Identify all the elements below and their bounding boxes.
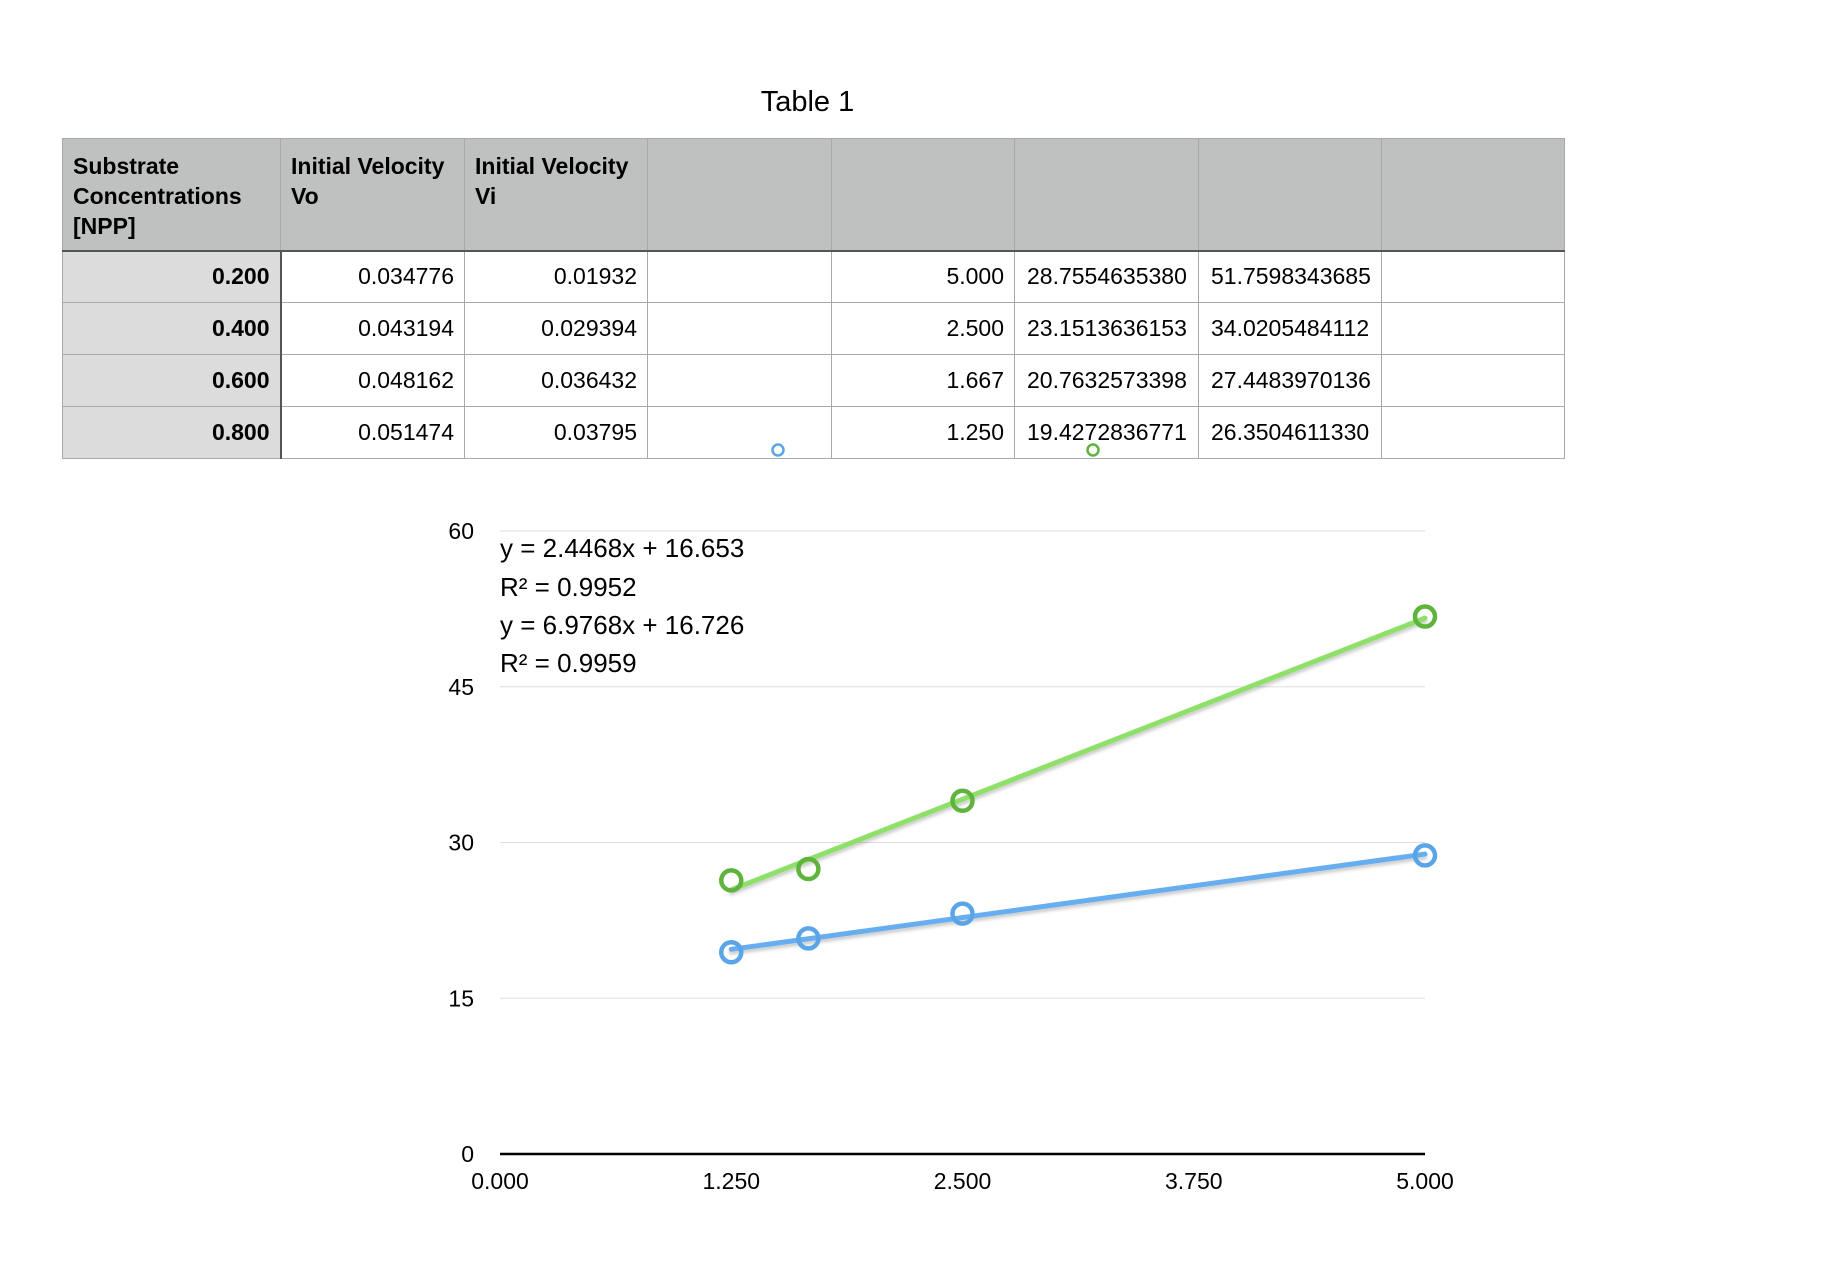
data-table: Substrate Concentrations [NPP] Initial V…: [62, 138, 1565, 459]
table-cell[interactable]: [1381, 302, 1565, 355]
column-header[interactable]: Substrate Concentrations [NPP]: [62, 138, 281, 251]
table-cell[interactable]: 0.051474: [280, 406, 465, 459]
column-header[interactable]: [647, 138, 832, 251]
table-cell[interactable]: [647, 406, 832, 459]
table-cell[interactable]: [1381, 406, 1565, 459]
table-cell[interactable]: 20.7632573398: [1014, 354, 1199, 407]
data-point-series-1: [719, 940, 744, 965]
trendline-equation-1: y = 2.4468x + 16.653: [500, 533, 744, 563]
y-tick-label: 60: [448, 518, 474, 544]
y-tick-label: 15: [448, 985, 474, 1011]
column-header[interactable]: [1198, 138, 1382, 251]
table-header-row: Substrate Concentrations [NPP] Initial V…: [62, 138, 1565, 251]
table-cell[interactable]: [1381, 354, 1565, 407]
table-cell[interactable]: 0.600: [62, 354, 282, 407]
table-cell[interactable]: 0.200: [62, 250, 282, 303]
table-cell[interactable]: 0.048162: [280, 354, 465, 407]
table-cell[interactable]: [647, 250, 832, 303]
y-tick-label: 45: [448, 674, 474, 700]
gridlines: [500, 530, 1425, 999]
legend-marker-series-2: [1086, 443, 1100, 457]
table-cell[interactable]: 0.03795: [464, 406, 648, 459]
legend-marker-series-1: [771, 443, 785, 457]
column-header[interactable]: [831, 138, 1015, 251]
table-cell[interactable]: 0.400: [62, 302, 282, 355]
table-cell[interactable]: 0.036432: [464, 354, 648, 407]
y-tick-label: 0: [461, 1141, 474, 1167]
column-header[interactable]: [1014, 138, 1199, 251]
table-cell[interactable]: 2.500: [831, 302, 1015, 355]
data-point-series-2: [796, 856, 821, 882]
tick-labels: 0 15 30 45 60 0.000 1.250 2.500 3.750 5.000: [448, 518, 1453, 1194]
trendline-equation-2: y = 6.9768x + 16.726: [500, 610, 744, 640]
table-cell[interactable]: 0.800: [62, 406, 282, 459]
table-cell[interactable]: 19.4272836771: [1014, 406, 1199, 459]
series-layer: [719, 604, 1438, 965]
table-cell[interactable]: 0.01932: [464, 250, 648, 303]
table-cell[interactable]: 27.4483970136: [1198, 354, 1382, 407]
table-cell[interactable]: 51.7598343685: [1198, 250, 1382, 303]
data-point-series-2: [950, 788, 975, 813]
table-cell[interactable]: 0.029394: [464, 302, 648, 355]
data-point-series-1: [950, 901, 975, 926]
y-tick-label: 30: [448, 830, 474, 856]
x-tick-label: 5.000: [1396, 1168, 1454, 1194]
table-cell[interactable]: 23.1513636153: [1014, 302, 1199, 355]
table-row: 0.800 0.051474 0.03795 1.250 19.42728367…: [62, 406, 1565, 459]
table-cell[interactable]: [647, 354, 832, 407]
data-point-series-2: [1412, 604, 1438, 629]
data-point-series-1: [1412, 843, 1438, 868]
trendline-series-1: [728, 851, 1428, 952]
table-cell[interactable]: 26.3504611330: [1198, 406, 1382, 459]
trendline-series-2: [728, 615, 1428, 893]
data-point-series-2: [719, 868, 744, 893]
x-tick-label: 2.500: [934, 1168, 992, 1194]
x-tick-label: 3.750: [1165, 1168, 1223, 1194]
trendline-annotations: y = 2.4468x + 16.653 R² = 0.9952 y = 6.9…: [500, 533, 744, 678]
table-cell[interactable]: 0.034776: [280, 250, 465, 303]
trendline-r2-1: R² = 0.9952: [500, 572, 637, 602]
table-title: Table 1: [760, 86, 855, 118]
column-header[interactable]: Initial Velocity Vo: [280, 138, 465, 251]
trendline-r2-2: R² = 0.9959: [500, 648, 637, 678]
legend-markers: [771, 443, 1100, 457]
table-row: 0.600 0.048162 0.036432 1.667 20.7632573…: [62, 354, 1565, 407]
column-header[interactable]: Initial Velocity Vi: [464, 138, 648, 251]
x-tick-label: 1.250: [702, 1168, 760, 1194]
data-point-series-1: [796, 926, 821, 951]
column-header[interactable]: [1381, 138, 1565, 251]
table-cell[interactable]: 1.250: [831, 406, 1015, 459]
x-tick-label: 0.000: [471, 1168, 529, 1194]
